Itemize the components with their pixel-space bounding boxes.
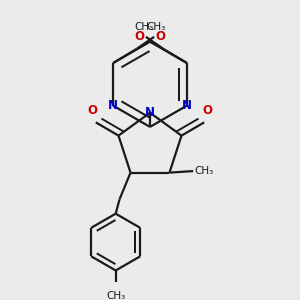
- Text: CH₃: CH₃: [106, 291, 125, 300]
- Text: N: N: [145, 106, 155, 119]
- Text: N: N: [182, 99, 192, 112]
- Text: O: O: [202, 104, 212, 117]
- Text: CH₃: CH₃: [146, 22, 165, 32]
- Text: N: N: [108, 99, 118, 112]
- Text: CH₃: CH₃: [135, 22, 154, 32]
- Text: CH₃: CH₃: [195, 166, 214, 176]
- Text: O: O: [88, 104, 98, 117]
- Text: O: O: [156, 30, 166, 43]
- Text: O: O: [134, 30, 144, 43]
